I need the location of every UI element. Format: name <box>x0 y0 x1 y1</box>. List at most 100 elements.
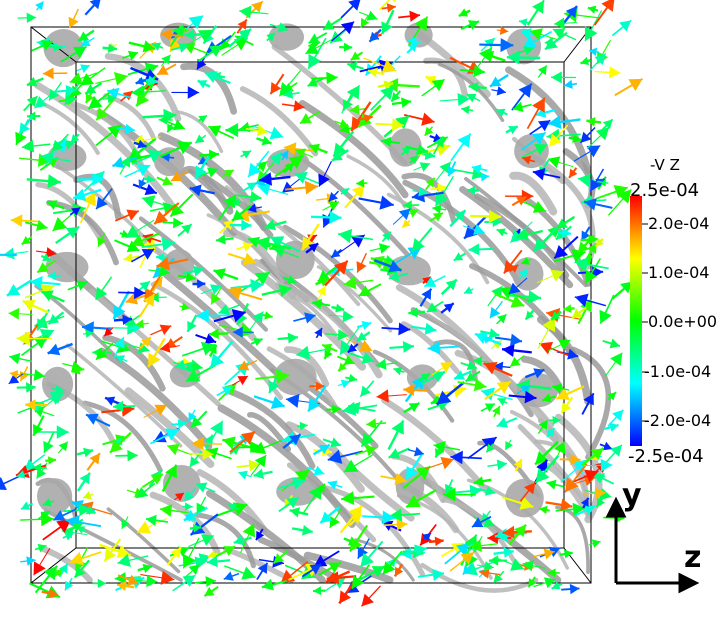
vector-arrow <box>228 28 252 48</box>
vector-arrow <box>388 271 409 282</box>
isosurface-streak <box>555 505 590 575</box>
vector-arrow <box>238 470 252 480</box>
vector-arrow <box>495 333 523 346</box>
vector-arrow <box>143 174 155 184</box>
vector-arrow <box>236 18 248 34</box>
vector-arrow <box>512 101 532 113</box>
vector-arrow <box>132 575 158 588</box>
vector-arrow <box>338 228 374 244</box>
vector-arrow <box>343 276 374 290</box>
vector-arrow <box>487 459 508 471</box>
vector-arrow <box>522 143 548 158</box>
vector-arrow <box>411 227 433 253</box>
vector-arrow <box>299 110 321 125</box>
vector-arrow <box>462 224 485 236</box>
vector-arrow <box>466 93 481 103</box>
vector-arrow <box>283 89 300 99</box>
vector-arrow <box>16 382 36 393</box>
isosurface-blob <box>43 28 84 68</box>
vector-arrow <box>358 283 382 297</box>
vector-arrow <box>604 422 619 432</box>
vector-arrow <box>36 259 57 274</box>
vector-arrow <box>24 219 48 232</box>
vector-arrow <box>614 78 644 97</box>
vector-arrow <box>599 294 615 325</box>
vector-arrow <box>249 311 264 331</box>
isosurface-streak <box>291 295 338 337</box>
isosurface-blob <box>268 23 305 51</box>
vector-arrow <box>351 564 371 590</box>
vector-arrow <box>227 252 257 266</box>
vector-arrow <box>409 154 419 165</box>
vector-arrow <box>45 456 57 465</box>
vector-arrow <box>440 278 458 296</box>
vector-arrow <box>148 265 171 278</box>
vector-arrow <box>40 253 52 262</box>
vector-arrow <box>76 64 90 73</box>
vector-arrow <box>183 487 197 502</box>
vector-arrow <box>584 258 601 284</box>
vector-arrow <box>522 560 546 572</box>
vector-arrow <box>327 480 343 490</box>
vector-arrow <box>26 76 44 87</box>
vector-arrow <box>170 170 189 182</box>
vector-arrow <box>529 119 551 135</box>
vector-arrow <box>391 97 412 108</box>
vector-arrow <box>269 22 289 33</box>
vector-arrow <box>450 133 472 162</box>
vector-arrow <box>324 260 349 287</box>
vector-arrow <box>431 361 453 376</box>
vector-arrow <box>166 122 175 133</box>
vector-arrow <box>82 491 94 500</box>
vector-arrow <box>596 185 629 200</box>
vector-arrow <box>344 184 366 209</box>
vector-arrow <box>255 528 265 541</box>
vector-arrow <box>10 214 39 227</box>
vector-arrow <box>177 223 193 237</box>
vector-arrow <box>138 293 156 318</box>
vector-arrow <box>423 275 446 288</box>
vector-arrow <box>209 340 234 369</box>
vector-arrow <box>403 401 420 414</box>
vector-arrow <box>114 239 140 253</box>
vector-arrow <box>337 355 355 365</box>
vector-arrow <box>533 548 555 560</box>
vector-arrow <box>356 320 372 330</box>
vector-arrow <box>158 115 173 125</box>
vector-arrow <box>213 268 239 281</box>
vector-arrow <box>30 275 61 290</box>
vector-arrow <box>252 440 282 455</box>
vector-arrow <box>18 115 34 135</box>
vector-arrow <box>282 433 302 450</box>
vector-arrow <box>380 472 407 486</box>
vector-arrow <box>376 389 407 403</box>
isosurface-streak <box>175 110 224 154</box>
vector-arrow <box>586 126 610 149</box>
vector-arrow <box>368 28 382 43</box>
vector-arrow <box>33 547 51 576</box>
vector-arrow <box>237 359 258 371</box>
vector-arrow <box>398 544 428 558</box>
vector-arrow <box>496 313 507 325</box>
vector-arrow <box>347 401 376 415</box>
vector-arrow <box>194 576 216 588</box>
vector-arrow <box>398 10 421 22</box>
vector-arrow <box>9 370 21 379</box>
vector-arrow <box>499 286 530 302</box>
isosurface-streak <box>464 176 588 288</box>
vector-arrow <box>357 538 370 559</box>
vector-arrow <box>359 114 373 124</box>
vector-arrow <box>318 161 332 187</box>
vector-arrow <box>231 198 243 207</box>
vector-arrow <box>115 355 128 364</box>
vector-arrow <box>393 366 405 376</box>
vector-arrow <box>239 5 269 19</box>
vector-arrow <box>72 188 102 202</box>
vector-arrow <box>476 561 494 572</box>
vector-arrow <box>413 162 431 172</box>
vector-arrow <box>548 415 561 425</box>
vector-arrow <box>526 97 546 130</box>
vector-arrow <box>503 249 523 274</box>
vector-arrow <box>328 190 340 202</box>
